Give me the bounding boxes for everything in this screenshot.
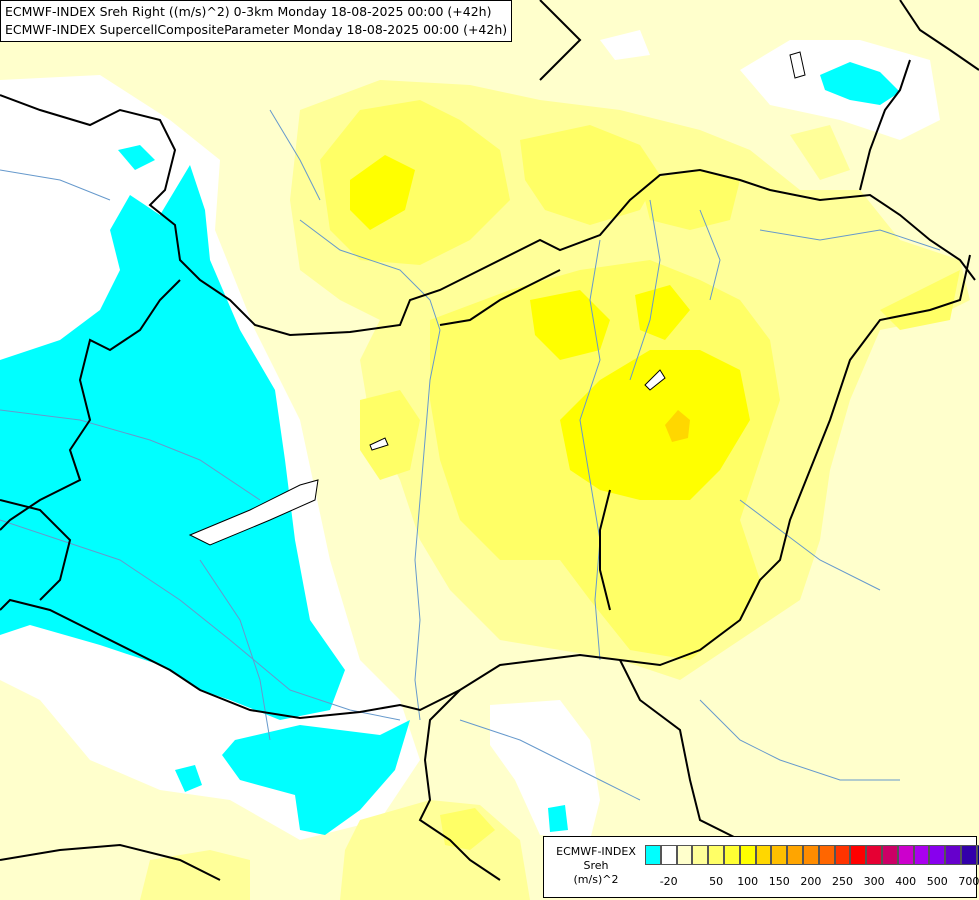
legend-swatch bbox=[645, 845, 661, 865]
legend-title-line-3: (m/s)^2 bbox=[573, 873, 619, 886]
legend-swatch bbox=[850, 845, 867, 865]
title-line-2: ECMWF-INDEX SupercellCompositeParameter … bbox=[5, 22, 508, 37]
cyan-zones bbox=[0, 62, 900, 866]
legend-swatch bbox=[787, 845, 803, 865]
legend-swatch bbox=[945, 845, 961, 865]
legend-tick-label: 700 bbox=[958, 875, 979, 888]
legend-tick-label: 200 bbox=[800, 875, 822, 888]
legend-swatch bbox=[771, 845, 788, 865]
legend-tick-label: -20 bbox=[659, 875, 678, 888]
legend-swatch bbox=[755, 845, 772, 865]
legend-swatch bbox=[676, 845, 693, 865]
title-line-1: ECMWF-INDEX Sreh Right ((m/s)^2) 0-3km M… bbox=[5, 4, 492, 19]
legend-swatch bbox=[818, 845, 835, 865]
legend-swatch bbox=[897, 845, 914, 865]
legend-swatches bbox=[645, 845, 979, 865]
legend-tick-label: 250 bbox=[832, 875, 853, 888]
legend-swatch bbox=[866, 845, 882, 865]
legend-swatch bbox=[692, 845, 709, 865]
legend-tick-labels: -20 50 100 150 200 250 300 400 500 700 bbox=[645, 875, 979, 889]
legend-swatch bbox=[723, 845, 740, 865]
legend-swatch bbox=[660, 845, 677, 865]
legend-title-line-1: ECMWF-INDEX bbox=[556, 845, 636, 858]
color-legend: ECMWF-INDEX Sreh (m/s)^2 -20 50 100 150 200 2… bbox=[543, 836, 979, 898]
legend-tick-label: 100 bbox=[737, 875, 759, 888]
legend-tick-label: 50 bbox=[709, 875, 724, 888]
legend-swatch bbox=[739, 845, 756, 865]
legend-title-line-2: Sreh bbox=[583, 859, 609, 872]
legend-swatch bbox=[976, 845, 979, 865]
legend-swatch bbox=[881, 845, 898, 865]
max-value-spot bbox=[665, 410, 690, 442]
legend-title: ECMWF-INDEX Sreh (m/s)^2 bbox=[550, 845, 642, 887]
map-title-box: ECMWF-INDEX Sreh Right ((m/s)^2) 0-3km M… bbox=[0, 0, 513, 42]
legend-tick-label: 400 bbox=[895, 875, 917, 888]
legend-tick-label: 500 bbox=[926, 875, 948, 888]
legend-swatch bbox=[929, 845, 946, 865]
legend-swatch bbox=[960, 845, 977, 865]
legend-tick-label: 150 bbox=[768, 875, 790, 888]
legend-tick-label: 300 bbox=[863, 875, 885, 888]
legend-swatch bbox=[708, 845, 724, 865]
legend-swatch bbox=[913, 845, 930, 865]
legend-swatch bbox=[834, 845, 851, 865]
legend-swatch bbox=[802, 845, 819, 865]
country-borders bbox=[0, 0, 979, 881]
lakes bbox=[188, 51, 806, 546]
yellow-zones bbox=[350, 155, 750, 500]
